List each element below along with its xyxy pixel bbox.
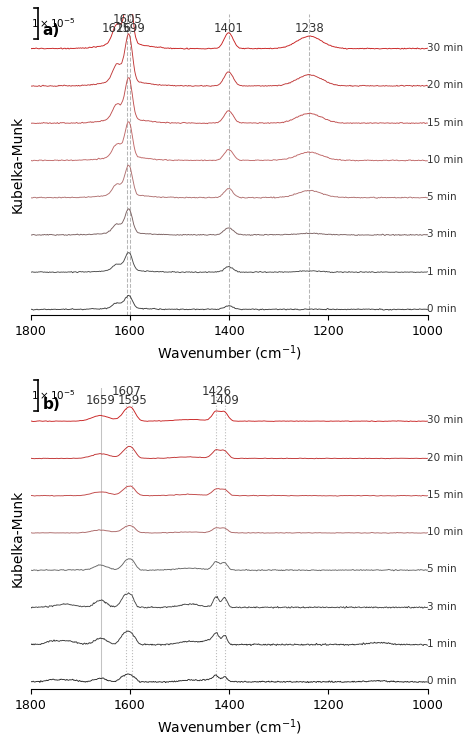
Text: 30 min: 30 min bbox=[427, 415, 463, 426]
Text: 15 min: 15 min bbox=[427, 490, 463, 500]
Y-axis label: Kubelka-Munk: Kubelka-Munk bbox=[11, 490, 25, 587]
Text: 1626: 1626 bbox=[102, 22, 132, 35]
Text: 1607: 1607 bbox=[111, 385, 141, 399]
Text: 3 min: 3 min bbox=[427, 601, 456, 612]
Text: 1401: 1401 bbox=[214, 22, 244, 35]
Text: 1 min: 1 min bbox=[427, 266, 456, 277]
Text: 15 min: 15 min bbox=[427, 117, 463, 128]
Text: 0 min: 0 min bbox=[427, 304, 456, 314]
Text: 20 min: 20 min bbox=[427, 453, 463, 463]
Text: 1595: 1595 bbox=[118, 394, 147, 408]
Text: 20 min: 20 min bbox=[427, 80, 463, 91]
Text: 10 min: 10 min bbox=[427, 155, 463, 165]
Text: 3 min: 3 min bbox=[427, 230, 456, 239]
Text: 1659: 1659 bbox=[86, 394, 116, 408]
Text: 1 min: 1 min bbox=[427, 639, 456, 649]
Text: b): b) bbox=[43, 396, 60, 411]
Text: 1426: 1426 bbox=[201, 385, 231, 399]
Text: 30 min: 30 min bbox=[427, 43, 463, 53]
Text: 1409: 1409 bbox=[210, 394, 239, 408]
Text: 1599: 1599 bbox=[116, 22, 146, 35]
Text: 10 min: 10 min bbox=[427, 527, 463, 537]
Text: 1238: 1238 bbox=[295, 22, 324, 35]
Text: $1\times10^{-5}$: $1\times10^{-5}$ bbox=[31, 16, 75, 31]
Text: 5 min: 5 min bbox=[427, 192, 456, 202]
X-axis label: Wavenumber (cm$^{-1}$): Wavenumber (cm$^{-1}$) bbox=[156, 343, 301, 363]
X-axis label: Wavenumber (cm$^{-1}$): Wavenumber (cm$^{-1}$) bbox=[156, 717, 301, 737]
Text: $1\times10^{-5}$: $1\times10^{-5}$ bbox=[31, 388, 75, 402]
Text: 1605: 1605 bbox=[112, 13, 142, 25]
Text: 5 min: 5 min bbox=[427, 565, 456, 574]
Text: a): a) bbox=[43, 23, 60, 38]
Text: 0 min: 0 min bbox=[427, 676, 456, 686]
Y-axis label: Kubelka-Munk: Kubelka-Munk bbox=[11, 116, 25, 213]
